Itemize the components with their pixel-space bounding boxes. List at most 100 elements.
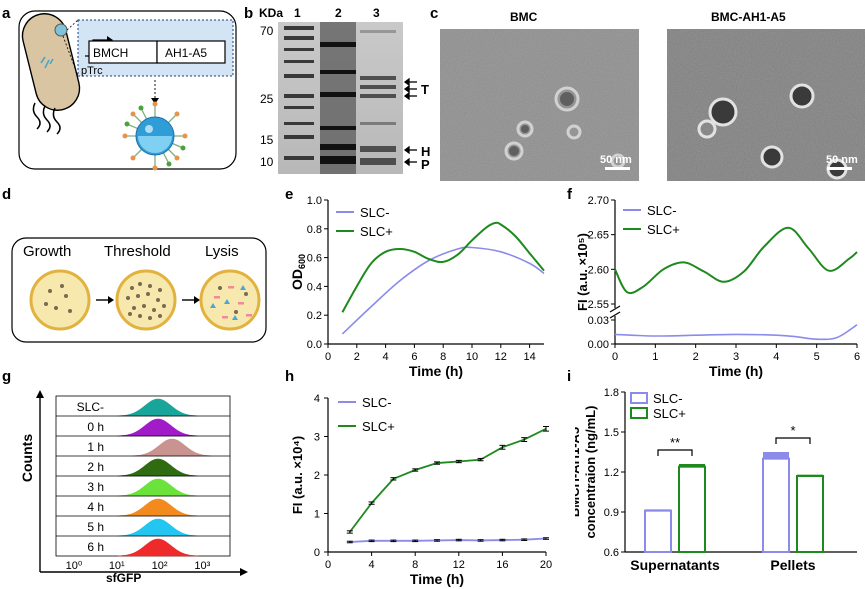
i-errorbar bbox=[645, 509, 671, 511]
i-legend-swatch bbox=[630, 407, 648, 419]
i-errorbar bbox=[763, 452, 789, 459]
i-y-tick-label: 0.9 bbox=[604, 507, 619, 519]
gel-unit-label: KDa bbox=[259, 6, 284, 20]
i-significance-label: ** bbox=[670, 435, 680, 450]
e-legend-label: SLC+ bbox=[360, 224, 393, 239]
h-y-tick-label: 3 bbox=[314, 432, 320, 444]
f-axis-break-mark bbox=[609, 305, 621, 313]
g-histogram-1 bbox=[117, 418, 199, 437]
f-series-slc-plus-line bbox=[614, 226, 858, 295]
g-track-label: SLC- bbox=[77, 400, 104, 414]
g-track-label: 0 h bbox=[87, 420, 104, 434]
lane-1-bands bbox=[284, 26, 314, 160]
panel-f-label: f bbox=[567, 186, 572, 203]
e-x-tick-label: 6 bbox=[411, 351, 417, 363]
band-p-label: P bbox=[421, 157, 430, 172]
i-significance-bracket bbox=[657, 449, 693, 456]
f-x-tick-label: 6 bbox=[854, 351, 860, 363]
band-h-label: H bbox=[421, 144, 431, 159]
f-series-slc-minus-line bbox=[614, 324, 858, 341]
tem-bmc-ah1-scale-label: 50 nm bbox=[826, 154, 858, 166]
i-bar-slc-plus-supernatants bbox=[678, 465, 706, 553]
i-category-label: Pellets bbox=[770, 557, 815, 573]
gene-ah1-box bbox=[156, 40, 226, 64]
e-x-tick-label: 12 bbox=[495, 351, 507, 363]
f-legend-label: SLC- bbox=[647, 203, 677, 218]
i-legend-label: SLC+ bbox=[653, 406, 686, 421]
e-x-tick-label: 14 bbox=[523, 351, 535, 363]
g-histogram-2 bbox=[131, 438, 213, 457]
i-y-label-line1: BMCH-AH1-A5 bbox=[575, 427, 582, 517]
f-axis-break-mark bbox=[609, 311, 621, 319]
g-x-tick-label: 10¹ bbox=[109, 560, 125, 572]
g-x-tick-label: 10³ bbox=[194, 560, 210, 572]
panel-i-label: i bbox=[567, 368, 572, 385]
f-x-tick-label: 1 bbox=[652, 351, 658, 363]
panel-g-label: g bbox=[2, 368, 12, 385]
e-x-label: Time (h) bbox=[409, 363, 463, 379]
i-y-label-line2: concentraion (ng/mL) bbox=[583, 406, 598, 539]
flow-histograms: Counts sfGFP 10⁰ 10¹ 10² 10³ SLC- 0 h 1 h 2 h 3 h 4… bbox=[19, 390, 248, 585]
promoter-label: pTrc bbox=[81, 65, 103, 77]
g-y-label: Counts bbox=[19, 434, 35, 482]
marker-15: 15 bbox=[260, 133, 274, 147]
h-y-tick-label: 4 bbox=[314, 393, 320, 405]
g-x-tick-label: 10⁰ bbox=[66, 560, 83, 572]
i-y-tick-label: 1.2 bbox=[604, 467, 619, 479]
e-y-tick-label: 0.8 bbox=[307, 224, 322, 236]
panel-d-label: d bbox=[2, 186, 12, 203]
h-x-tick-label: 0 bbox=[325, 559, 331, 571]
g-track-label: 1 h bbox=[87, 440, 104, 454]
panel-a-label: a bbox=[2, 5, 11, 22]
f-y-tick-label: 0.00 bbox=[588, 339, 609, 351]
h-legend-label: SLC- bbox=[362, 395, 392, 410]
f-legend-label: SLC+ bbox=[647, 222, 680, 237]
g-histogram-3 bbox=[117, 458, 199, 477]
i-bar-slc-plus-pellets bbox=[796, 475, 824, 553]
i-bar-slc-minus-supernatants bbox=[644, 509, 672, 553]
g-x-tick-label: 10² bbox=[152, 560, 168, 572]
g-track-label: 4 h bbox=[87, 500, 104, 514]
chart-e: 0.0 0.2 0.4 0.6 0.8 1.0 0 2 4 6 8 10 12 14 Time (h) OD6… bbox=[290, 195, 545, 379]
h-x-tick-label: 20 bbox=[540, 559, 552, 571]
lane-2-label: 2 bbox=[335, 6, 342, 20]
marker-10: 10 bbox=[260, 155, 274, 169]
tem-bmc-ah1-title: BMC-AH1-A5 bbox=[711, 10, 786, 24]
stage-threshold-label: Threshold bbox=[104, 243, 171, 260]
threshold-dish-icon bbox=[115, 269, 177, 331]
i-y-tick-label: 1.5 bbox=[604, 427, 619, 439]
chart-f: 2.55 2.60 2.65 2.70 0.00 0.03 0 1 2 3 4 5 6 Time (h) F… bbox=[575, 195, 860, 379]
g-y-arrowhead bbox=[36, 390, 44, 398]
h-x-tick-label: 16 bbox=[496, 559, 508, 571]
h-series-slc-minus-line bbox=[349, 537, 547, 543]
g-x-label: sfGFP bbox=[106, 571, 141, 585]
i-errorbar bbox=[797, 474, 823, 476]
g-histogram-4 bbox=[117, 478, 199, 497]
f-y-label: FI (a.u. ×10⁵) bbox=[575, 233, 590, 311]
i-legend-swatch bbox=[630, 392, 648, 404]
g-histogram-7 bbox=[117, 538, 199, 557]
g-track-label: 3 h bbox=[87, 480, 104, 494]
gene-ah1-label: AH1-A5 bbox=[165, 46, 207, 60]
e-y-tick-label: 1.0 bbox=[307, 195, 322, 207]
panel-e-label: e bbox=[285, 186, 294, 203]
nanoparticle-icon bbox=[122, 101, 188, 171]
e-x-tick-label: 0 bbox=[325, 351, 331, 363]
tem-image-bmc-ah1 bbox=[667, 29, 865, 181]
f-y-tick-label: 2.70 bbox=[588, 195, 609, 207]
e-y-tick-label: 0.6 bbox=[307, 253, 322, 265]
f-x-label: Time (h) bbox=[709, 363, 763, 379]
e-x-tick-label: 4 bbox=[383, 351, 389, 363]
e-y-label: OD600 bbox=[290, 254, 307, 290]
band-arrows bbox=[403, 78, 417, 167]
g-histogram-0 bbox=[117, 398, 199, 417]
tem-bmc-title: BMC bbox=[510, 10, 538, 24]
g-track-label: 6 h bbox=[87, 540, 104, 554]
panel-d-schematic bbox=[11, 237, 267, 343]
i-legend-label: SLC- bbox=[653, 391, 683, 406]
e-series-slc-plus-line bbox=[341, 221, 545, 313]
lane-1-label: 1 bbox=[294, 6, 301, 20]
growth-dish-icon bbox=[29, 269, 91, 331]
f-x-tick-label: 5 bbox=[814, 351, 820, 363]
h-x-label: Time (h) bbox=[410, 571, 464, 587]
